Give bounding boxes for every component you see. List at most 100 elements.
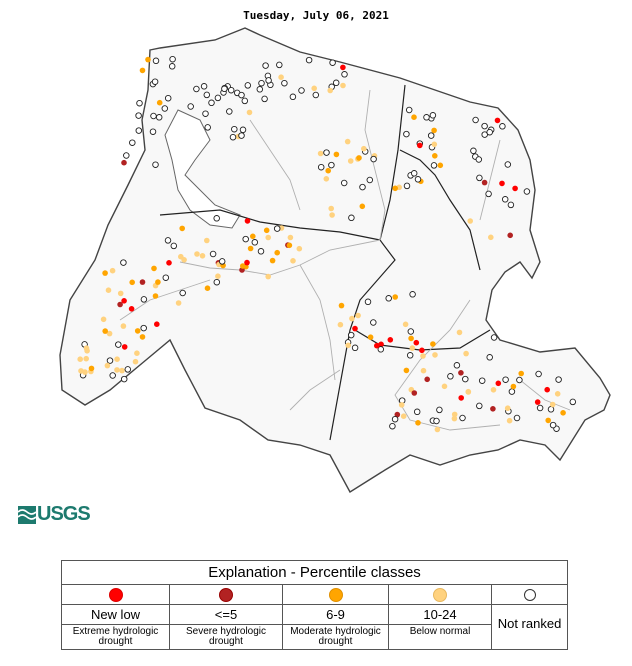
gauge-point: [278, 74, 284, 80]
gauge-point: [121, 298, 127, 304]
usgs-logo-text: USGS: [37, 503, 91, 525]
gauge-point: [406, 352, 414, 359]
gauge-point: [475, 156, 483, 163]
gauge-point: [84, 348, 90, 354]
gauge-point: [560, 410, 566, 416]
legend-class-not-ranked: Not ranked: [492, 585, 567, 650]
gauge-point: [340, 179, 348, 187]
gauge-point: [352, 325, 358, 332]
moderate-dot: [328, 587, 343, 602]
gauge-point: [213, 215, 220, 222]
gauge-point: [403, 130, 410, 138]
gauge-point: [323, 149, 330, 156]
gauge-point: [273, 225, 281, 232]
gauge-point: [193, 85, 200, 93]
gauge-point: [179, 289, 186, 297]
legend-description: Severe hydrologic drought: [185, 626, 267, 647]
gauge-point: [145, 56, 151, 63]
gauge-point: [544, 386, 550, 393]
gauge-point: [431, 127, 437, 134]
gauge-point: [470, 147, 477, 155]
gauge-point: [227, 86, 235, 94]
gauge-point: [488, 234, 494, 241]
gauge-point: [447, 373, 454, 380]
gauge-point: [109, 372, 116, 379]
gauge-point: [485, 190, 492, 198]
gauge-point: [413, 339, 420, 346]
gauge-point: [215, 273, 221, 280]
gauge-point: [120, 259, 127, 266]
gauge-point: [287, 234, 294, 241]
gauge-point: [569, 398, 577, 406]
gauge-point: [432, 352, 438, 358]
gauge-point: [359, 203, 366, 210]
gauge-point: [423, 114, 430, 121]
gauge-point: [355, 312, 361, 319]
gauge-point: [82, 369, 88, 375]
gauge-point: [415, 420, 421, 426]
gauge-point: [504, 161, 512, 168]
gauge-point: [351, 344, 359, 352]
gauge-point: [238, 132, 245, 139]
gauge-point: [135, 112, 142, 119]
gauge-point: [114, 356, 120, 363]
gauge-point: [344, 138, 351, 145]
gauge-point: [518, 370, 524, 377]
legend-label: 10-24: [389, 605, 491, 625]
gauge-point: [187, 103, 194, 110]
map-date-title: Tuesday, July 06, 2021: [243, 9, 389, 22]
gauge-point: [433, 417, 440, 425]
gauge-point: [459, 414, 466, 422]
gauge-point: [513, 414, 521, 422]
legend-class-moderate: 6-9 Moderate hydrologic drought: [283, 585, 389, 650]
gauge-point: [340, 82, 346, 89]
gauge-point: [129, 279, 135, 286]
gauge-point: [411, 114, 417, 120]
gauge-point: [128, 306, 135, 312]
gauge-point: [476, 174, 483, 182]
gauge-point: [204, 285, 211, 292]
gauge-point: [502, 376, 509, 383]
gauge-point: [88, 365, 95, 372]
gauge-point: [499, 123, 506, 130]
gauge-point: [241, 97, 249, 105]
gauge-point: [458, 395, 465, 401]
gauge-point: [554, 391, 561, 397]
gauge-point: [155, 279, 161, 285]
gauge-point: [472, 116, 479, 124]
gauge-point: [370, 155, 377, 163]
gauge-point: [150, 112, 157, 120]
gauge-point: [547, 406, 555, 413]
gauge-point: [154, 321, 160, 328]
gauge-point: [162, 274, 170, 281]
gauge-point: [490, 387, 497, 393]
gauge-point: [258, 79, 265, 87]
gauge-point: [247, 245, 254, 252]
gauge-point: [208, 99, 215, 107]
gauge-point: [124, 366, 132, 373]
gauge-point: [437, 162, 444, 169]
gauge-point: [269, 257, 276, 264]
gauge-point: [169, 55, 176, 63]
gauge-point: [451, 415, 458, 422]
gauge-point: [203, 91, 211, 99]
gauge-point: [109, 267, 116, 274]
gauge-point: [289, 93, 297, 101]
gauge-point: [430, 341, 436, 347]
gauge-point: [231, 125, 238, 133]
gauge-point: [246, 109, 253, 116]
legend-label: 6-9: [283, 605, 388, 625]
gauge-point: [140, 296, 148, 303]
gauge-point: [244, 218, 251, 224]
gauge-point: [348, 214, 355, 222]
legend-class-new-low: New low Extreme hydrologic drought: [62, 585, 170, 650]
gauge-point: [536, 404, 544, 412]
gauge-point: [136, 99, 143, 107]
gauge-point: [327, 87, 334, 94]
gauge-point: [405, 106, 413, 114]
gauge-point: [377, 346, 385, 353]
gauge-point: [77, 356, 83, 363]
gauge-point: [476, 402, 483, 410]
gauge-point: [325, 167, 332, 174]
severe-dot: [219, 587, 233, 602]
